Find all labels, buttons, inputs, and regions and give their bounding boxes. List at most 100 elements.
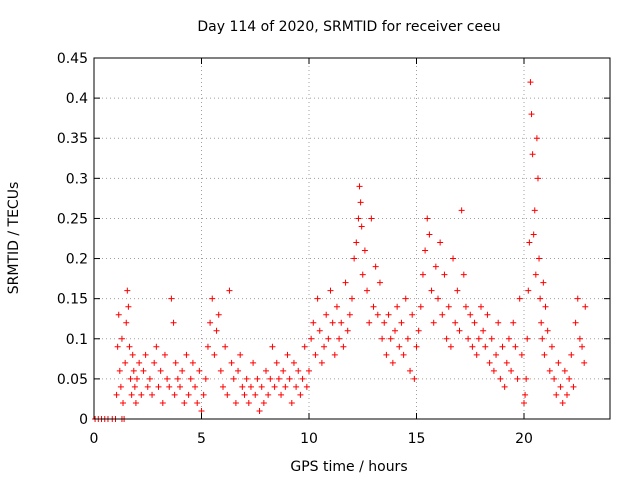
grid-lines bbox=[94, 58, 610, 419]
y-tick-label: 0.4 bbox=[66, 91, 88, 107]
data-point bbox=[379, 335, 386, 342]
data-point bbox=[336, 335, 343, 342]
data-point bbox=[582, 303, 589, 310]
data-point bbox=[559, 399, 566, 406]
data-point bbox=[581, 359, 588, 366]
data-point bbox=[398, 319, 405, 326]
data-point bbox=[282, 383, 289, 390]
y-tick-label: 0.1 bbox=[66, 332, 88, 348]
data-point bbox=[555, 359, 562, 366]
data-point bbox=[445, 303, 452, 310]
data-point bbox=[273, 359, 280, 366]
data-point bbox=[579, 343, 586, 350]
data-point bbox=[286, 375, 293, 382]
data-point bbox=[527, 79, 534, 86]
data-point bbox=[258, 383, 265, 390]
data-point bbox=[269, 343, 276, 350]
data-point bbox=[126, 343, 133, 350]
data-point bbox=[211, 351, 218, 358]
data-point bbox=[220, 383, 226, 390]
data-point bbox=[415, 327, 422, 334]
data-point bbox=[454, 287, 461, 294]
data-point bbox=[271, 383, 278, 390]
data-point bbox=[458, 207, 465, 214]
data-point bbox=[564, 391, 570, 398]
data-point bbox=[402, 295, 409, 302]
data-point bbox=[541, 351, 548, 358]
data-point bbox=[514, 375, 521, 382]
data-point bbox=[198, 407, 205, 414]
data-point bbox=[172, 359, 179, 366]
data-point bbox=[308, 335, 315, 342]
data-point bbox=[570, 383, 577, 390]
data-point bbox=[358, 223, 365, 230]
data-point bbox=[525, 287, 532, 294]
data-point bbox=[189, 359, 196, 366]
data-point bbox=[460, 271, 467, 278]
data-point bbox=[473, 351, 480, 358]
x-axis-label: GPS time / hours bbox=[290, 459, 407, 475]
x-tick-label: 5 bbox=[197, 431, 206, 447]
data-point bbox=[394, 303, 401, 310]
data-point bbox=[364, 287, 371, 294]
y-tick-label: 0.05 bbox=[57, 372, 88, 388]
data-point bbox=[284, 351, 291, 358]
data-point bbox=[576, 335, 583, 342]
data-point bbox=[553, 391, 560, 398]
data-point bbox=[548, 343, 555, 350]
data-point bbox=[568, 351, 575, 358]
data-point bbox=[528, 111, 535, 118]
data-point bbox=[411, 375, 418, 382]
data-point bbox=[306, 367, 312, 374]
data-point bbox=[144, 383, 151, 390]
data-point bbox=[318, 359, 325, 366]
data-point bbox=[129, 351, 136, 358]
data-point bbox=[192, 383, 199, 390]
data-point bbox=[196, 367, 203, 374]
data-point bbox=[166, 383, 173, 390]
data-point bbox=[518, 351, 525, 358]
data-point bbox=[278, 391, 285, 398]
data-point bbox=[574, 295, 581, 302]
data-point bbox=[356, 183, 363, 190]
data-point bbox=[168, 295, 175, 302]
data-point bbox=[475, 335, 482, 342]
data-point bbox=[179, 367, 186, 374]
data-point bbox=[329, 319, 336, 326]
data-point bbox=[171, 391, 178, 398]
data-point bbox=[370, 303, 377, 310]
data-point bbox=[389, 359, 396, 366]
data-point bbox=[114, 343, 121, 350]
data-point bbox=[471, 319, 478, 326]
data-point bbox=[340, 343, 347, 350]
data-point bbox=[484, 311, 491, 318]
data-point bbox=[226, 287, 233, 294]
data-point bbox=[561, 367, 568, 374]
data-point bbox=[331, 351, 338, 358]
data-point bbox=[495, 319, 502, 326]
data-point bbox=[120, 399, 127, 406]
data-point bbox=[462, 303, 469, 310]
data-point bbox=[224, 391, 231, 398]
data-point bbox=[314, 295, 321, 302]
data-point bbox=[113, 391, 120, 398]
data-point bbox=[321, 343, 328, 350]
data-point bbox=[217, 367, 224, 374]
x-tick-label: 0 bbox=[90, 431, 99, 447]
data-point bbox=[123, 319, 130, 326]
data-point bbox=[207, 319, 214, 326]
data-point bbox=[534, 175, 541, 182]
x-tick-label: 15 bbox=[408, 431, 426, 447]
data-point bbox=[200, 391, 207, 398]
data-point bbox=[146, 375, 153, 382]
data-point bbox=[512, 343, 519, 350]
data-point bbox=[263, 367, 269, 374]
data-point bbox=[539, 335, 546, 342]
data-point bbox=[490, 367, 497, 374]
data-point bbox=[161, 351, 168, 358]
data-point bbox=[450, 255, 457, 262]
data-point bbox=[430, 319, 437, 326]
data-point bbox=[503, 359, 510, 366]
data-point bbox=[376, 279, 383, 286]
